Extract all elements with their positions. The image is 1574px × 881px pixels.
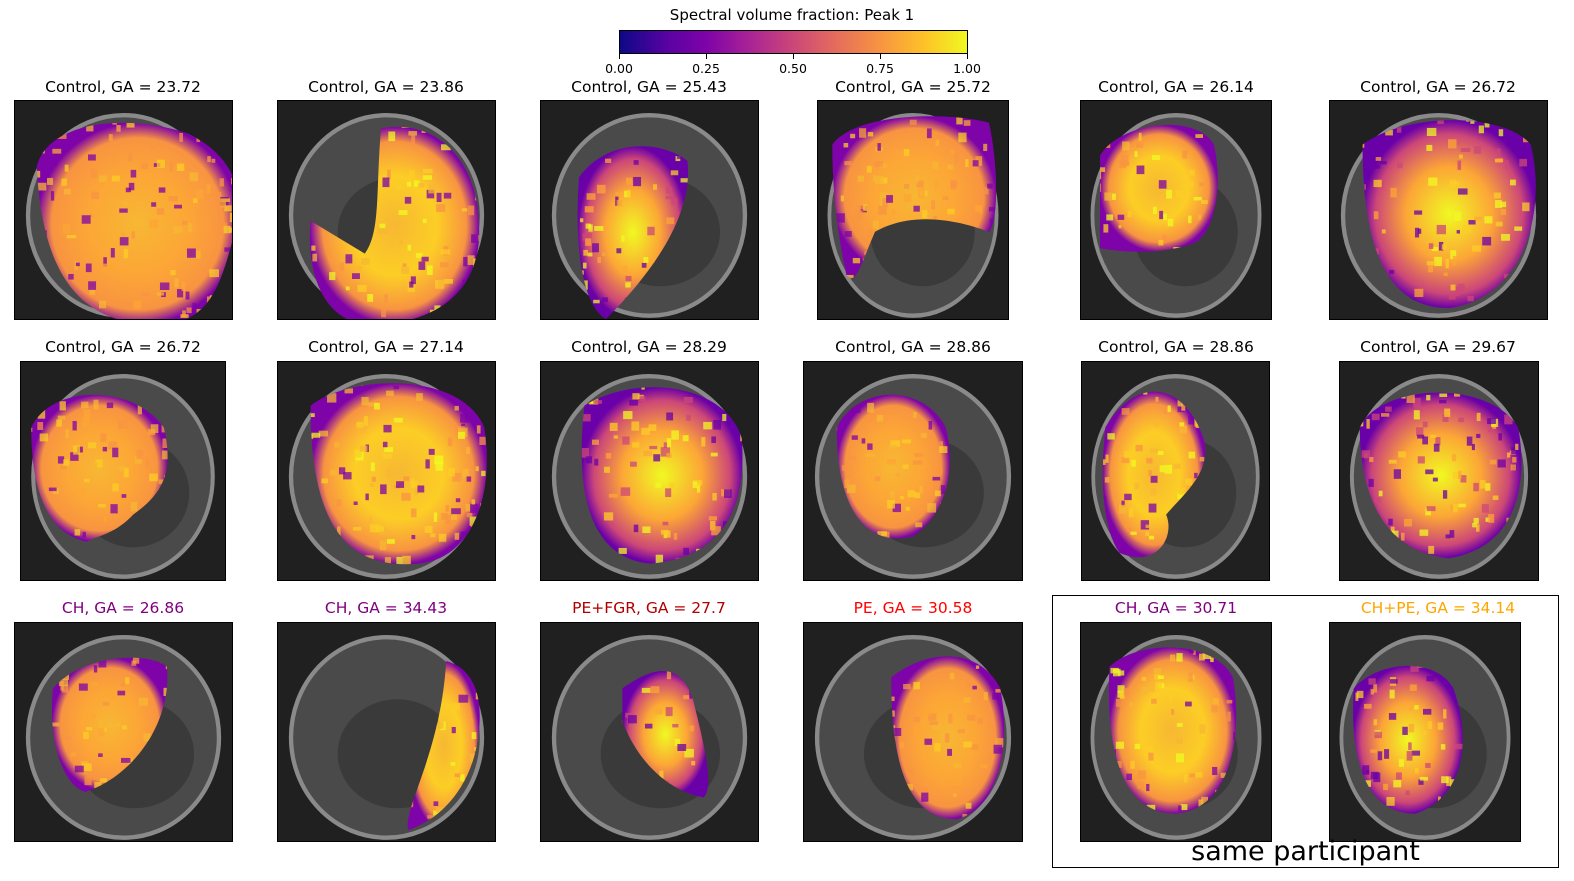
panel-title: Control, GA = 25.72 (835, 78, 991, 96)
colorbar-tick (793, 54, 794, 59)
colorbar-tick-label: 0.00 (605, 61, 633, 76)
placenta-scan-15 (540, 622, 759, 842)
panel-title: CH, GA = 34.43 (324, 599, 448, 617)
placenta-scan-16 (803, 622, 1023, 842)
colorbar-tick-label: 0.25 (692, 61, 720, 76)
placenta-scan-18 (1329, 622, 1521, 842)
placenta-scan-11 (1081, 361, 1270, 581)
panel-title: Control, GA = 26.72 (45, 338, 201, 356)
placenta-scan-5 (1080, 100, 1272, 320)
placenta-scan-17 (1080, 622, 1272, 842)
panel-title: CH+PE, GA = 34.14 (1360, 599, 1516, 617)
placenta-scan-8 (277, 361, 496, 581)
panel-title: CH, GA = 30.71 (1114, 599, 1238, 617)
panel-title: Control, GA = 26.14 (1098, 78, 1254, 96)
placenta-scan-7 (20, 361, 226, 581)
colorbar-title: Spectral volume fraction: Peak 1 (669, 6, 915, 24)
panel-title: Control, GA = 23.86 (308, 78, 464, 96)
panel-title: Control, GA = 29.67 (1360, 338, 1516, 356)
placenta-scan-9 (540, 361, 759, 581)
panel-title: Control, GA = 28.86 (835, 338, 991, 356)
placenta-scan-4 (817, 100, 1009, 320)
colorbar (619, 30, 968, 54)
placenta-scan-6 (1329, 100, 1548, 320)
placenta-scan-13 (14, 622, 233, 842)
colorbar-tick-label: 0.50 (779, 61, 807, 76)
panel-title: CH, GA = 26.86 (61, 599, 185, 617)
same-participant-label: same participant (1191, 836, 1420, 867)
panel-title: PE+FGR, GA = 27.7 (572, 599, 726, 617)
colorbar-tick (619, 54, 620, 59)
placenta-scan-3 (540, 100, 759, 320)
placenta-scan-10 (803, 361, 1023, 581)
panel-title: Control, GA = 28.29 (571, 338, 727, 356)
panel-title: Control, GA = 23.72 (45, 78, 201, 96)
panel-title: Control, GA = 28.86 (1098, 338, 1254, 356)
placenta-scan-14 (277, 622, 496, 842)
placenta-scan-1 (14, 100, 233, 320)
same-participant-box (1052, 595, 1559, 868)
placenta-scan-12 (1339, 361, 1539, 581)
panel-title: PE, GA = 30.58 (853, 599, 973, 617)
panel-title: Control, GA = 27.14 (308, 338, 464, 356)
colorbar-tick (967, 54, 968, 59)
colorbar-tick-label: 1.00 (953, 61, 981, 76)
panel-title: Control, GA = 25.43 (571, 78, 727, 96)
placenta-scan-2 (277, 100, 496, 320)
colorbar-tick (706, 54, 707, 59)
panel-title: Control, GA = 26.72 (1360, 78, 1516, 96)
colorbar-tick-label: 0.75 (866, 61, 894, 76)
colorbar-tick (880, 54, 881, 59)
